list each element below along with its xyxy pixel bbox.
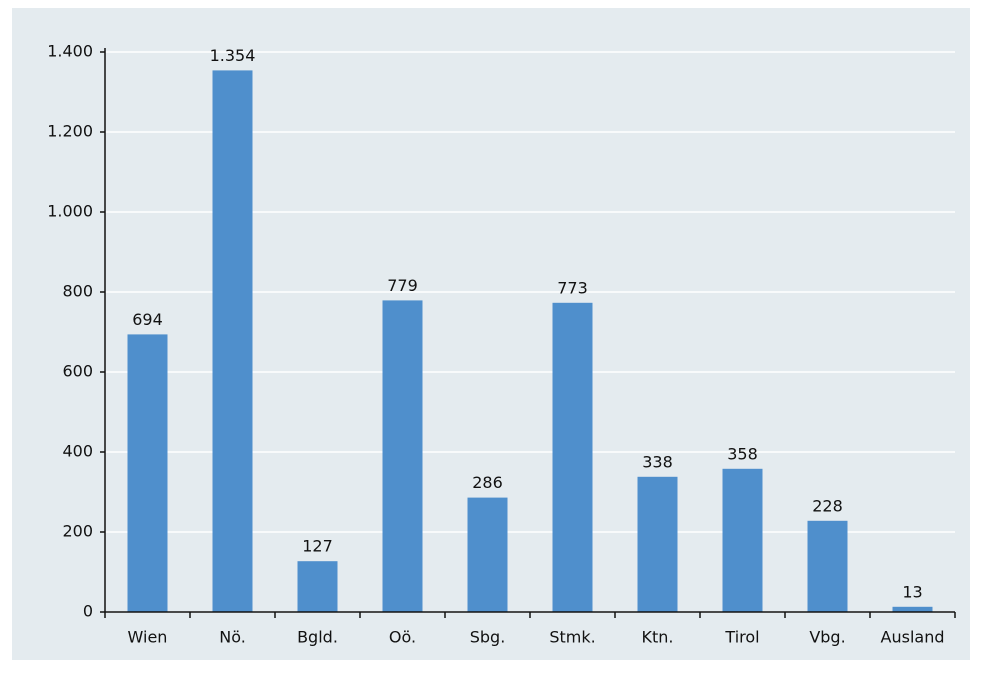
bar xyxy=(807,520,848,612)
x-tick-label: Ktn. xyxy=(642,628,674,647)
x-tick-label: Sbg. xyxy=(470,628,506,647)
bar xyxy=(127,334,168,612)
y-tick-label: 1.000 xyxy=(47,202,93,221)
bar xyxy=(722,468,763,612)
bar xyxy=(637,476,678,612)
y-tick-label: 800 xyxy=(62,282,93,301)
x-tick-label: Tirol xyxy=(724,628,759,647)
x-tick-label: Nö. xyxy=(219,628,246,647)
bar xyxy=(467,497,508,612)
data-label: 286 xyxy=(472,473,503,492)
x-tick-label: Vbg. xyxy=(809,628,845,647)
x-tick-label: Ausland xyxy=(881,628,945,647)
data-label: 1.354 xyxy=(210,46,256,65)
data-label: 127 xyxy=(302,537,333,556)
data-label: 779 xyxy=(387,276,418,295)
data-label: 13 xyxy=(902,582,922,601)
x-tick-label: Bgld. xyxy=(297,628,338,647)
y-tick-label: 1.200 xyxy=(47,122,93,141)
x-tick-label: Stmk. xyxy=(549,628,595,647)
y-tick-label: 400 xyxy=(62,442,93,461)
x-tick-label: Oö. xyxy=(389,628,416,647)
y-tick-label: 600 xyxy=(62,362,93,381)
data-label: 228 xyxy=(812,496,843,515)
bar xyxy=(297,561,338,612)
y-tick-label: 200 xyxy=(62,522,93,541)
bar xyxy=(552,302,593,612)
y-tick-label: 1.400 xyxy=(47,42,93,61)
data-label: 694 xyxy=(132,310,163,329)
data-label: 338 xyxy=(642,452,673,471)
bar xyxy=(212,70,253,612)
x-tick-label: Wien xyxy=(128,628,168,647)
y-tick-label: 0 xyxy=(83,602,93,621)
data-label: 773 xyxy=(557,278,588,297)
bar xyxy=(382,300,423,612)
bar xyxy=(892,606,933,612)
data-label: 358 xyxy=(727,444,758,463)
